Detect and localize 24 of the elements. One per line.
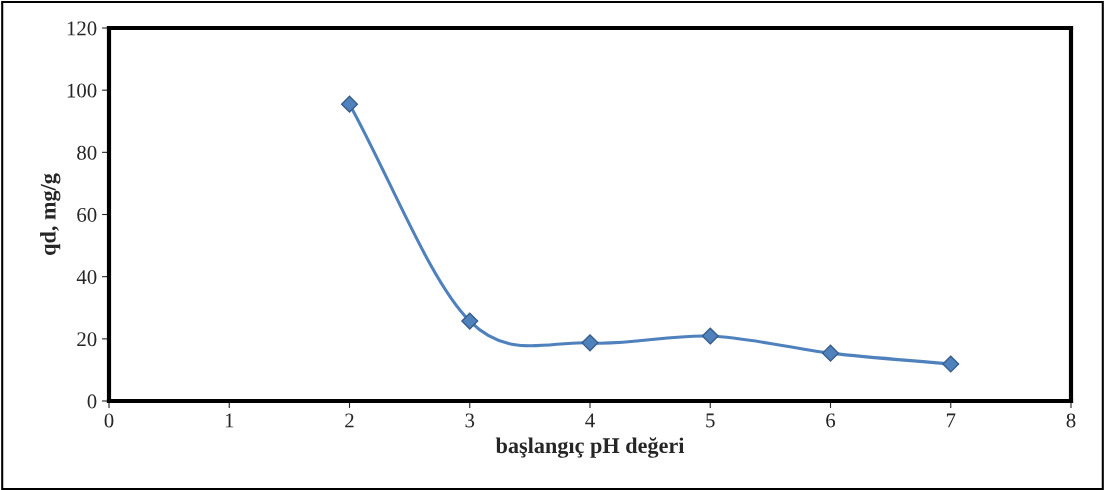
x-axis-title: başlangıç pH değeri	[495, 437, 685, 458]
x-tick-label: 0	[104, 413, 114, 428]
x-tick-label: 4	[585, 413, 595, 428]
y-axis-title: qd, mg/g	[40, 173, 61, 255]
x-tick-label: 5	[706, 413, 715, 428]
point	[581, 334, 599, 352]
point	[340, 95, 359, 113]
y-tick-label: 40	[76, 270, 97, 285]
x-tick-label: 7	[946, 413, 956, 428]
y-tick-label: 80	[77, 145, 97, 160]
x-tick-label: 8	[1066, 413, 1076, 428]
x-tick-label: 3	[465, 413, 475, 428]
y-tick-label: 60	[77, 207, 97, 222]
y-tick-label: 120	[67, 21, 97, 36]
point	[701, 327, 719, 345]
point	[821, 344, 840, 362]
x-tick-label: 1	[225, 413, 234, 428]
x-tick-label: 6	[826, 413, 836, 428]
y-tick-label: 0	[87, 394, 97, 409]
y-tick-label: 100	[67, 83, 97, 98]
y-tick-label: 20	[77, 332, 97, 347]
point	[942, 355, 960, 373]
x-tick-label: 2	[345, 413, 354, 428]
point	[461, 312, 479, 330]
